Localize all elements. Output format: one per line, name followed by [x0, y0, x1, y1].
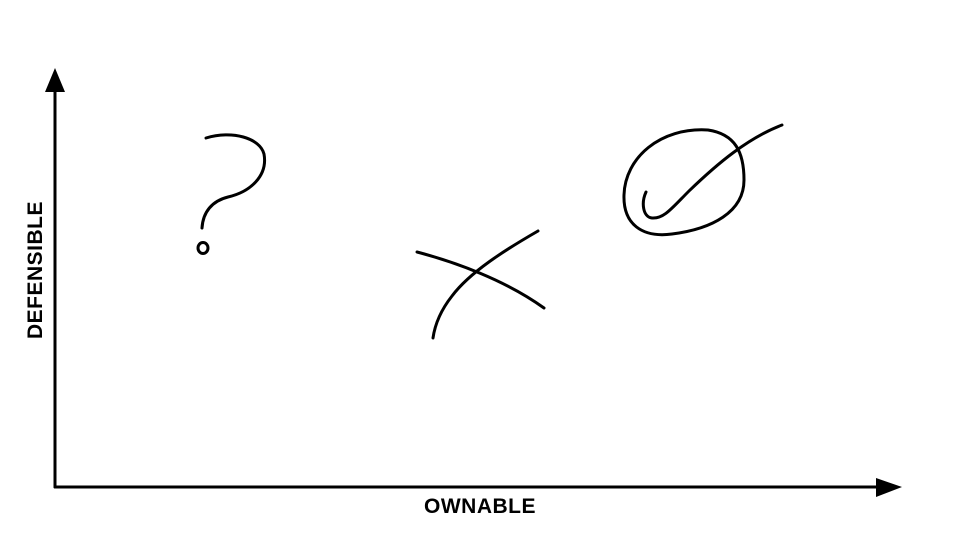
y-axis-label: DEFENSIBLE [24, 200, 47, 340]
question-mark-icon [196, 133, 267, 255]
circled-check-icon [622, 123, 784, 237]
cross-mark-icon [415, 229, 546, 340]
x-axis-label: OWNABLE [424, 495, 536, 518]
y-axis-arrowhead [45, 68, 65, 92]
x-axis-arrowhead [876, 478, 902, 497]
